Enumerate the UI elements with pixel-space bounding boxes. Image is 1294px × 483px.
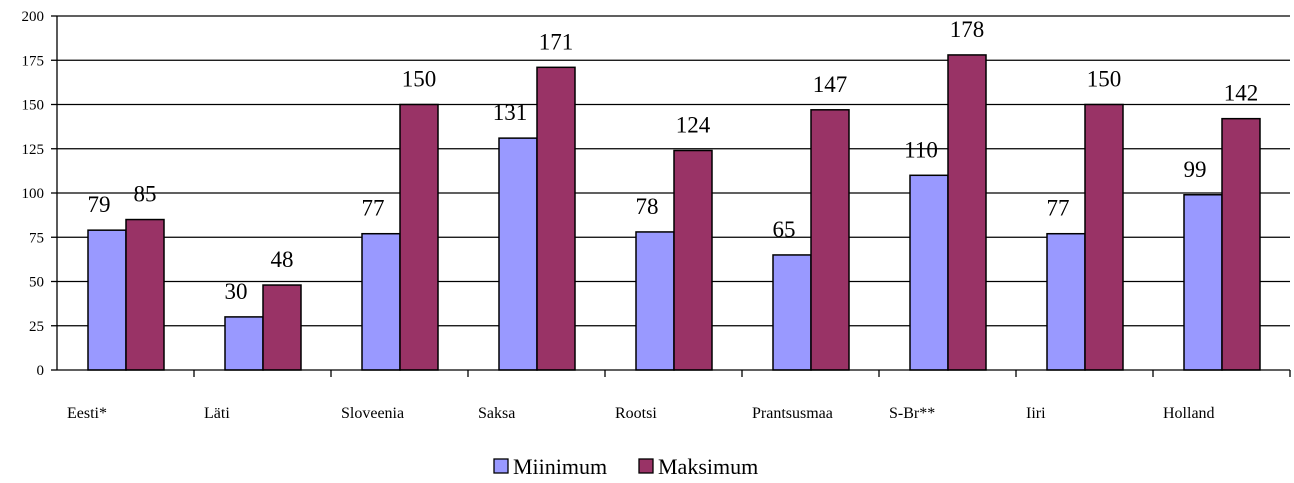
data-label: 77 — [362, 196, 385, 221]
bar-maksimum — [810, 109, 850, 371]
bar-maksimum — [1221, 117, 1261, 371]
x-category-label: Sloveenia — [341, 405, 404, 422]
bar-maksimum — [399, 103, 439, 371]
data-label: 99 — [1184, 157, 1207, 182]
bars — [87, 54, 1261, 371]
bar-miinimum — [361, 232, 401, 371]
data-label: 150 — [1087, 67, 1122, 92]
bar-miinimum — [498, 137, 538, 371]
x-axis-categories: Eesti* Läti Sloveenia Saksa Rootsi Prantsusma… — [67, 405, 1215, 422]
bar-miinimum — [909, 174, 949, 371]
data-label: 79 — [88, 192, 111, 217]
y-tick-label: 150 — [22, 98, 45, 114]
bar-miinimum — [224, 316, 264, 371]
bar-maksimum — [262, 284, 302, 371]
bar-maksimum — [947, 54, 987, 371]
legend-swatch-maksimum — [638, 458, 654, 474]
data-label: 77 — [1047, 196, 1070, 221]
y-tick-label: 75 — [29, 230, 44, 246]
data-label: 78 — [636, 194, 659, 219]
data-label: 65 — [773, 217, 796, 242]
y-tick-label: 125 — [22, 142, 45, 158]
y-tick-label: 200 — [22, 9, 45, 25]
x-category-label: S-Br** — [889, 405, 935, 422]
data-label: 48 — [271, 247, 294, 272]
y-tick-label: 25 — [29, 319, 44, 335]
bar-miinimum — [87, 229, 127, 371]
y-tick-label: 0 — [37, 363, 45, 379]
legend: Miinimum Maksimum — [493, 454, 758, 479]
data-label: 124 — [676, 113, 711, 138]
bar-miinimum — [772, 254, 812, 371]
x-category-label: Läti — [204, 405, 230, 422]
bar-maksimum — [673, 149, 713, 371]
x-category-label: Holland — [1163, 405, 1215, 422]
data-label: 131 — [493, 100, 528, 125]
data-label: 178 — [950, 17, 985, 42]
data-label: 150 — [402, 67, 437, 92]
x-category-label: Iiri — [1026, 405, 1046, 422]
y-tick-label: 175 — [22, 53, 45, 69]
data-label: 110 — [904, 137, 938, 162]
data-label: 85 — [134, 182, 157, 207]
bar-maksimum — [536, 66, 576, 371]
data-label: 30 — [225, 279, 248, 304]
legend-swatch-miinimum — [493, 458, 509, 474]
x-category-label: Rootsi — [615, 405, 657, 422]
bar-maksimum — [1084, 103, 1124, 371]
y-tick-label: 100 — [22, 186, 45, 202]
legend-label-miinimum: Miinimum — [513, 454, 607, 479]
bar-miinimum — [1046, 232, 1086, 371]
data-label: 142 — [1224, 81, 1259, 106]
y-axis-ticks: 0 25 50 75 100 125 150 175 200 — [22, 9, 57, 379]
data-label: 147 — [813, 72, 848, 97]
x-category-label: Prantsusmaa — [752, 405, 833, 422]
data-label: 171 — [539, 29, 574, 54]
x-category-label: Saksa — [478, 405, 515, 422]
y-tick-label: 50 — [29, 275, 44, 291]
bar-miinimum — [1183, 194, 1223, 371]
data-labels: 79 85 30 48 77 150 131 171 78 124 65 147 110 178 77 150… — [88, 17, 1259, 304]
bar-maksimum — [125, 218, 165, 371]
x-category-label: Eesti* — [67, 405, 107, 422]
bar-miinimum — [635, 231, 675, 371]
legend-label-maksimum: Maksimum — [658, 454, 758, 479]
